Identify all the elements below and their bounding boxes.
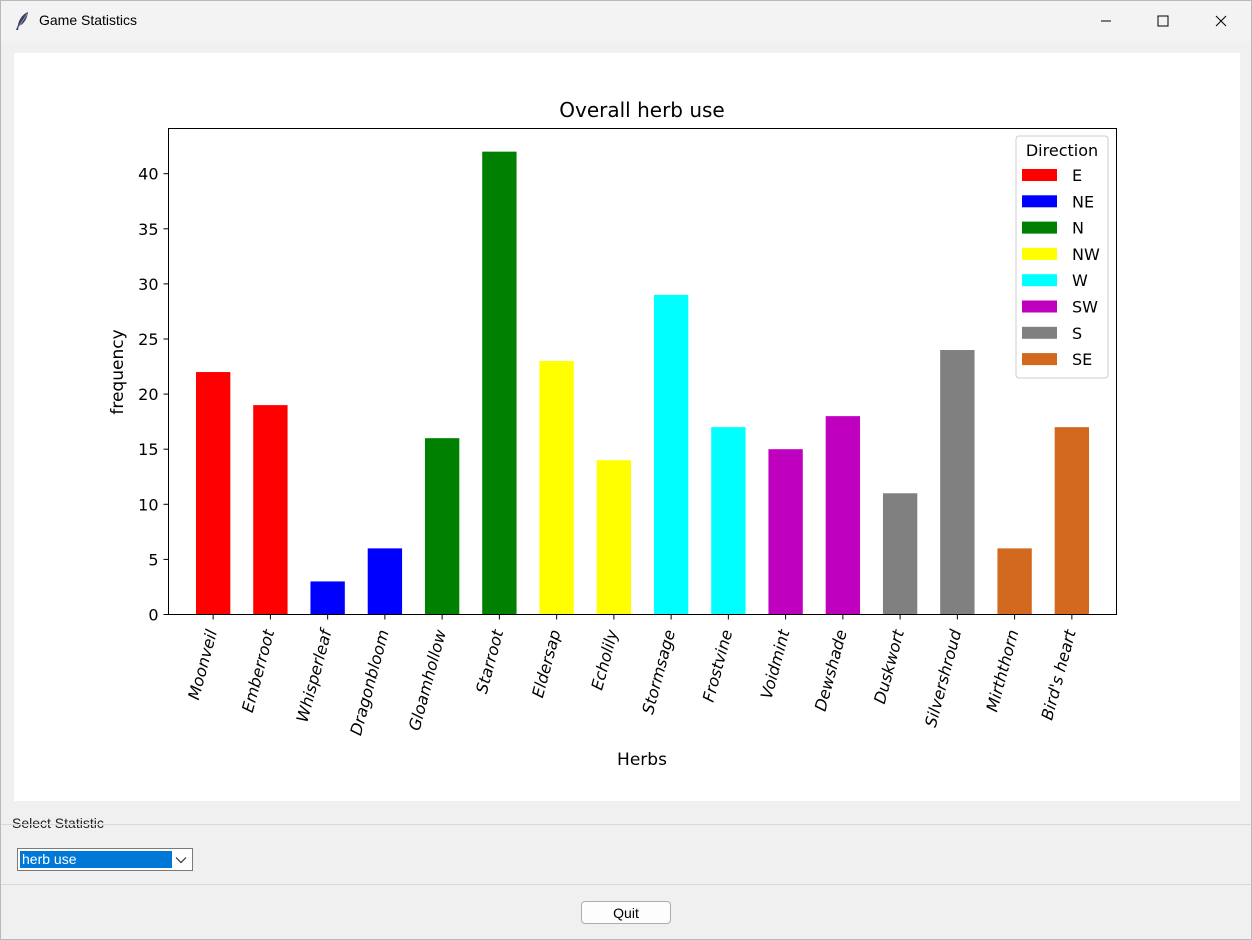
legend-label-sw: SW — [1072, 298, 1098, 317]
legend-label-se: SE — [1072, 350, 1092, 369]
x-tick-label: Stormsage — [638, 627, 679, 716]
x-tick-label: Starroot — [472, 627, 507, 696]
x-tick-label: Dewshade — [811, 627, 851, 713]
x-tick-label: Gloamhollow — [405, 627, 450, 733]
legend-label-w: W — [1072, 271, 1088, 290]
legend-label-nw: NW — [1072, 245, 1100, 264]
chart-canvas: Overall herb use Herbs frequency 0 5 10 15 2… — [14, 53, 1240, 801]
bar-dragonbloom — [367, 548, 403, 615]
bar-whisperleaf — [310, 581, 345, 615]
bar-moonveil — [195, 372, 231, 615]
x-axis-label: Herbs — [617, 750, 667, 770]
bar-bird-s-heart — [1054, 427, 1090, 615]
footer-separator — [1, 884, 1251, 885]
legend-label-e: E — [1072, 166, 1082, 185]
y-axis-label: frequency — [108, 329, 128, 414]
bar-emberroot — [253, 405, 288, 615]
x-tick-label: Whisperleaf — [293, 625, 337, 724]
legend-swatch-w — [1022, 274, 1057, 287]
bar-eldersap — [539, 361, 574, 615]
y-tick-label: 15 — [138, 440, 158, 459]
bar-duskwort — [882, 493, 918, 615]
statistic-combobox[interactable]: herb use — [17, 848, 193, 871]
legend-swatch-n — [1022, 221, 1057, 234]
plot-frame — [168, 128, 1117, 615]
maximize-icon — [1157, 15, 1169, 27]
x-tick-label: Mirththorn — [982, 628, 1022, 714]
select-statistic-label: Select Statistic — [12, 815, 104, 831]
x-tick-label: Frostvine — [699, 627, 737, 704]
y-axis: 0 5 10 15 20 25 30 35 40 — [138, 165, 169, 625]
x-tick-label: Bird's heart — [1037, 627, 1080, 722]
legend-swatch-se — [1022, 353, 1057, 366]
x-tick-label: Eldersap — [528, 628, 564, 700]
y-tick-label: 25 — [138, 330, 158, 349]
y-tick-label: 5 — [148, 550, 158, 569]
feather-icon — [16, 12, 28, 30]
y-tick-label: 40 — [138, 165, 158, 184]
bar-frostvine — [711, 427, 746, 615]
legend-title: Direction — [1026, 141, 1098, 160]
bars-group — [195, 151, 1090, 615]
x-tick-label: Voidmint — [757, 627, 794, 701]
legend: Direction E NE N NW W SW S SE — [1015, 135, 1109, 379]
bar-dewshade — [825, 416, 861, 615]
legend-label-s: S — [1072, 324, 1082, 343]
bar-chart: Overall herb use Herbs frequency 0 5 10 15 2… — [108, 98, 1117, 770]
y-tick-label: 30 — [138, 275, 158, 294]
x-tick-label: Emberroot — [238, 627, 278, 714]
x-tick-label: Silvershroud — [921, 627, 965, 729]
chart-title: Overall herb use — [559, 98, 725, 122]
quit-button[interactable]: Quit — [581, 901, 671, 924]
x-tick-label: Dragonbloom — [346, 628, 392, 738]
legend-label-n: N — [1072, 219, 1084, 238]
legend-swatch-e — [1022, 169, 1057, 181]
x-tick-label: Echolily — [587, 627, 621, 692]
close-button[interactable] — [1192, 1, 1250, 41]
maximize-button[interactable] — [1134, 1, 1192, 41]
group-separator — [1, 824, 1251, 825]
bar-echolily — [596, 460, 632, 615]
minimize-button[interactable] — [1077, 1, 1135, 41]
close-icon — [1215, 15, 1227, 27]
y-tick-label: 0 — [148, 606, 158, 625]
legend-swatch-ne — [1022, 195, 1057, 208]
bar-stormsage — [653, 294, 689, 615]
title-bar: Game Statistics — [1, 1, 1251, 41]
x-tick-label: Duskwort — [870, 627, 908, 706]
y-tick-label: 20 — [138, 385, 158, 404]
legend-label-ne: NE — [1072, 192, 1094, 211]
y-tick-label: 10 — [138, 495, 158, 514]
chevron-down-icon[interactable] — [172, 851, 190, 868]
window-title: Game Statistics — [39, 12, 138, 28]
combobox-value: herb use — [20, 851, 172, 868]
legend-swatch-nw — [1022, 247, 1057, 260]
x-tick-label: Moonveil — [184, 627, 221, 702]
bar-gloamhollow — [424, 438, 460, 615]
legend-swatch-s — [1022, 326, 1057, 339]
minimize-icon — [1101, 20, 1111, 22]
bar-mirththorn — [997, 548, 1032, 615]
x-axis: Moonveil Emberroot Whisperleaf Dragonbloom G… — [184, 614, 1080, 738]
bar-voidmint — [768, 449, 803, 615]
bar-silvershroud — [940, 350, 975, 615]
legend-swatch-sw — [1022, 300, 1057, 313]
bar-starroot — [482, 151, 517, 615]
y-tick-label: 35 — [138, 220, 158, 239]
